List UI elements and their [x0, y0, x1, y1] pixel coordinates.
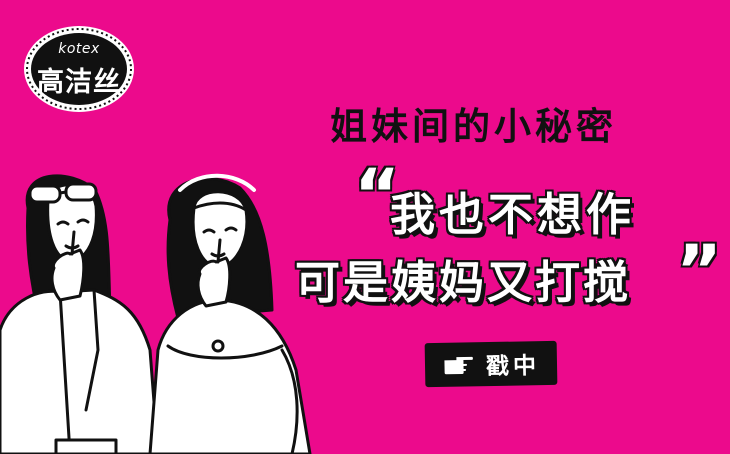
logo-brand-cn: 高洁丝: [37, 67, 121, 98]
logo-badge-shape: [24, 26, 134, 112]
poke-button[interactable]: 戳中: [424, 340, 558, 388]
headline-line-1: 我也不想作: [390, 188, 636, 241]
poke-button-label: 戳中: [485, 353, 541, 381]
headline-subtitle: 姐妹间的小秘密: [330, 105, 617, 148]
logo-brand-en: kotex: [58, 41, 100, 57]
headline-line-2: 可是姨妈又打搅: [295, 256, 632, 309]
quote-close-mark: ”: [676, 230, 723, 312]
two-girls-illustration: [0, 173, 312, 454]
kotex-logo[interactable]: kotex 高洁丝: [22, 24, 136, 114]
pointing-hand-icon: [443, 355, 474, 376]
quote-open-mark: “: [354, 154, 401, 236]
